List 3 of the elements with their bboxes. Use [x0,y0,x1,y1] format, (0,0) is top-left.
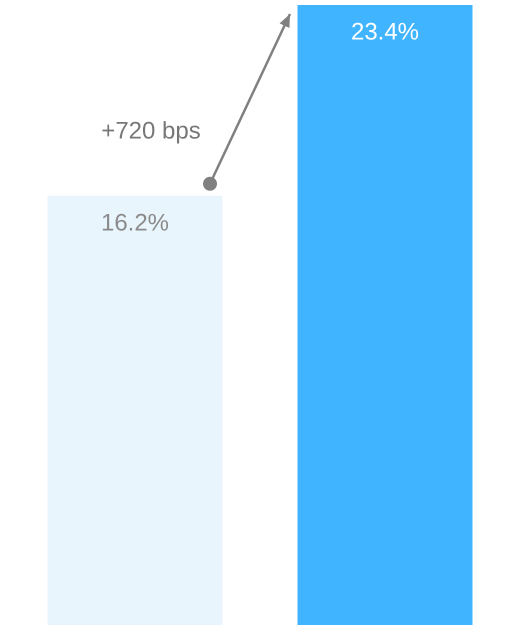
annotation: +720 bps [101,117,201,144]
data-label: 16.2% [100,209,170,236]
data-label: 23.4% [350,18,420,46]
